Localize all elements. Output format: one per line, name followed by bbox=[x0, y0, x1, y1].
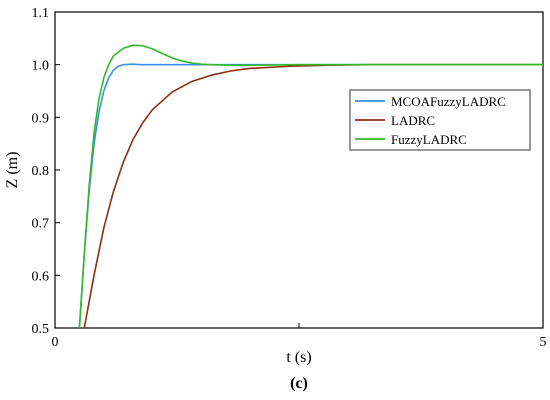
y-tick-label: 0.5 bbox=[32, 322, 50, 337]
series-line-fuzzyladrc bbox=[78, 44, 543, 329]
y-tick-label: 0.7 bbox=[32, 217, 50, 232]
y-tick-label: 0.6 bbox=[32, 269, 50, 284]
y-axis-ticks: 0.5 0.6 0.7 0.8 0.9 1.0 1.1 bbox=[32, 6, 60, 337]
legend-label: LADRC bbox=[391, 113, 435, 128]
y-tick-label: 0.9 bbox=[32, 111, 50, 126]
legend-label: MCOAFuzzyLADRC bbox=[391, 94, 506, 109]
legend-items: MCOAFuzzyLADRC LADRC FuzzyLADRC bbox=[355, 94, 506, 147]
y-tick-label: 1.1 bbox=[32, 6, 50, 21]
figure-caption: (c) bbox=[290, 375, 308, 392]
plot-frame bbox=[54, 11, 544, 329]
y-tick-label: 1.0 bbox=[32, 59, 50, 74]
x-tick-label: 0 bbox=[52, 335, 59, 350]
y-tick-label: 0.8 bbox=[32, 164, 50, 179]
x-axis-title: t (s) bbox=[286, 349, 311, 366]
series-layer bbox=[78, 44, 543, 329]
legend: MCOAFuzzyLADRC LADRC FuzzyLADRC bbox=[349, 89, 531, 151]
y-axis-title: Z (m) bbox=[4, 152, 21, 189]
legend-label: FuzzyLADRC bbox=[391, 132, 467, 147]
x-tick-label: 5 bbox=[540, 335, 547, 350]
